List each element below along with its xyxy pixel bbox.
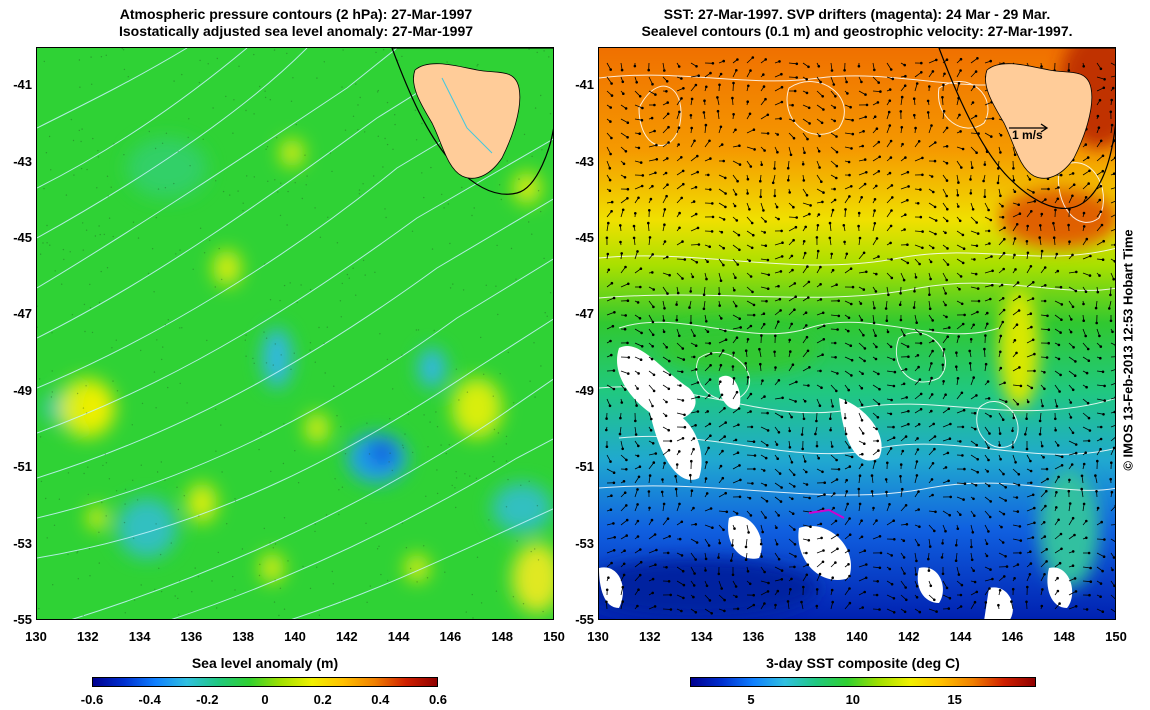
pressure-contours [37, 48, 553, 619]
left-colorbar-tick: -0.4 [138, 692, 161, 707]
lon-tick-label: 134 [690, 629, 713, 644]
lon-tick-label: 136 [742, 629, 765, 644]
left-title-line2: Isostatically adjusted sea level anomaly… [118, 23, 474, 39]
left-colorbar-tick: -0.6 [80, 692, 104, 707]
drifter-track [808, 508, 845, 519]
right-colorbar-tick: 5 [747, 692, 755, 707]
right-colorbar-tick: 10 [845, 692, 861, 707]
lat-tick-label: -55 [13, 612, 32, 627]
lat-tick-label: -49 [13, 382, 32, 398]
lon-tick-label: 142 [897, 629, 920, 644]
left-colorbar-tick: 0.6 [428, 692, 448, 707]
lat-tick-label: -43 [575, 153, 594, 169]
tasmania-land [413, 63, 521, 179]
left-colorbar-title: Sea level anomaly (m) [191, 655, 339, 671]
left-colorbar-tick: 0 [261, 692, 269, 707]
lon-tick-label: 130 [25, 629, 47, 644]
lon-tick-label: 134 [128, 629, 151, 644]
lon-tick-label: 148 [1053, 629, 1076, 644]
velocity-scale-label: 1 m/s [1012, 128, 1043, 142]
lat-tick-label: -53 [13, 535, 32, 551]
right-panel-title: SST: 27-Mar-1997. SVP drifters (magenta)… [598, 6, 1116, 40]
lon-tick-label: 132 [638, 629, 661, 644]
anomaly-blobs [42, 138, 553, 613]
shelf-contour [391, 48, 553, 195]
right-title-line1: SST: 27-Mar-1997. SVP drifters (magenta)… [663, 6, 1051, 22]
lon-tick-label: 142 [335, 629, 358, 644]
lon-tick-label: 146 [439, 629, 462, 644]
lat-tick-label: -49 [575, 382, 594, 398]
shelf-contour-right [938, 48, 1115, 209]
tasmania-land-right [985, 63, 1093, 179]
lat-tick-label: -51 [13, 459, 32, 475]
lon-tick-label: 144 [387, 629, 410, 644]
lat-tick-label: -53 [575, 535, 594, 551]
lat-tick-label: -47 [575, 306, 594, 322]
lon-tick-label: 138 [232, 629, 255, 644]
lon-tick-label: 136 [180, 629, 203, 644]
lon-tick-label: 150 [1105, 629, 1127, 644]
lat-tick-label: -47 [13, 306, 32, 322]
lon-tick-label: 148 [491, 629, 514, 644]
left-colorbar [92, 677, 438, 687]
left-colorbar-tick: -0.2 [196, 692, 219, 707]
left-colorbar-tick: 0.2 [313, 692, 332, 707]
lat-tick-label: -45 [575, 230, 594, 245]
left-panel-title: Atmospheric pressure contours (2 hPa): 2… [36, 6, 556, 40]
lon-tick-label: 138 [794, 629, 817, 644]
lat-tick-label: -43 [13, 153, 32, 169]
right-title-line2: Sealevel contours (0.1 m) and geostrophi… [641, 23, 1073, 39]
credit-text: © IMOS 13-Feb-2013 12:53 Hobart Time [1120, 229, 1136, 471]
sea-level-anomaly-svg [37, 48, 553, 619]
lon-tick-label: 144 [949, 629, 972, 644]
sea-level-anomaly-map[interactable] [36, 47, 554, 620]
lon-tick-label: 140 [846, 629, 868, 644]
left-colorbar-tick: 0.4 [371, 692, 390, 707]
contour-over-land [441, 77, 493, 154]
lon-tick-label: 132 [76, 629, 99, 644]
lon-tick-label: 140 [284, 629, 306, 644]
lat-tick-label: -55 [575, 612, 594, 627]
lat-tick-label: -41 [13, 77, 32, 93]
lon-tick-label: 130 [587, 629, 609, 644]
lon-tick-label: 146 [1001, 629, 1024, 644]
right-colorbar [690, 677, 1036, 687]
lon-tick-label: 150 [543, 629, 565, 644]
sealevel-contours [599, 74, 1115, 496]
lat-tick-label: -51 [575, 459, 594, 475]
left-title-line1: Atmospheric pressure contours (2 hPa): 2… [119, 6, 473, 22]
sst-svg [599, 48, 1115, 619]
right-colorbar-title: 3-day SST composite (deg C) [766, 655, 960, 671]
lat-tick-label: -45 [13, 230, 32, 245]
sst-map[interactable]: 1 m/s [598, 47, 1116, 620]
lat-tick-label: -41 [575, 77, 594, 93]
velocity-scale-arrow [1009, 123, 1049, 133]
right-colorbar-tick: 15 [947, 692, 962, 707]
